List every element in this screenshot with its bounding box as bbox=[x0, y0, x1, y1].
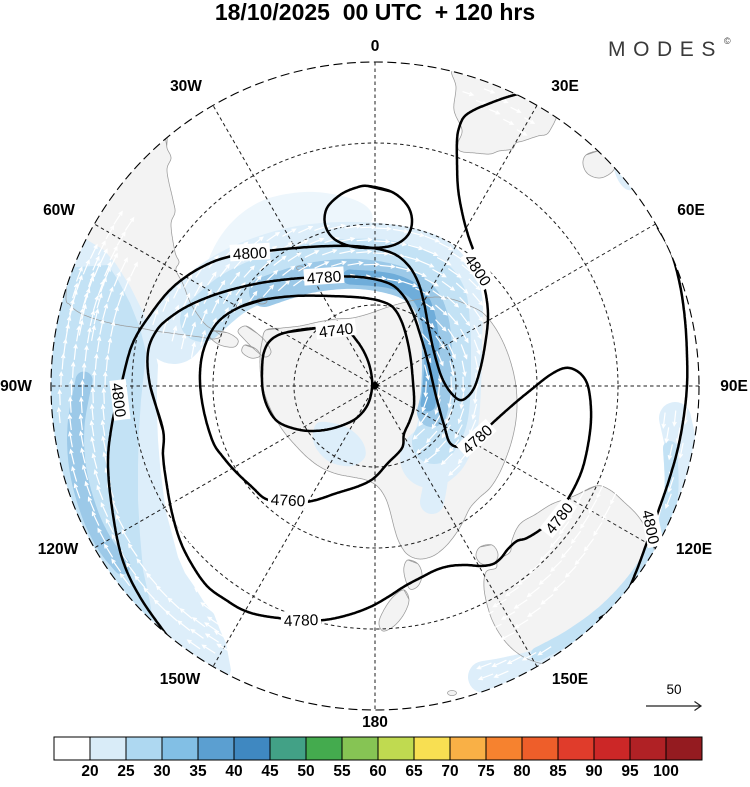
svg-text:60E: 60E bbox=[677, 202, 705, 219]
svg-text:75: 75 bbox=[477, 763, 495, 780]
svg-text:50: 50 bbox=[297, 763, 314, 780]
svg-text:4800: 4800 bbox=[107, 382, 128, 419]
svg-text:©: © bbox=[724, 36, 731, 46]
svg-text:90: 90 bbox=[585, 763, 602, 780]
svg-text:120E: 120E bbox=[676, 541, 712, 558]
svg-text:18/10/2025 00 UTC + 120 hrs: 18/10/2025 00 UTC + 120 hrs bbox=[215, 0, 535, 25]
svg-text:150E: 150E bbox=[552, 671, 588, 688]
svg-text:150W: 150W bbox=[160, 671, 201, 688]
svg-text:45: 45 bbox=[261, 763, 279, 780]
svg-text:4740: 4740 bbox=[318, 321, 355, 342]
svg-text:60W: 60W bbox=[43, 202, 75, 219]
svg-text:60: 60 bbox=[369, 763, 386, 780]
svg-text:35: 35 bbox=[189, 763, 207, 780]
svg-text:4760: 4760 bbox=[270, 492, 306, 511]
svg-text:50: 50 bbox=[666, 682, 681, 697]
svg-text:20: 20 bbox=[81, 763, 98, 780]
svg-text:0: 0 bbox=[371, 38, 380, 55]
svg-text:30E: 30E bbox=[551, 78, 579, 95]
svg-text:4780: 4780 bbox=[306, 268, 342, 287]
svg-text:100: 100 bbox=[653, 763, 679, 780]
svg-text:70: 70 bbox=[441, 763, 458, 780]
svg-text:90W: 90W bbox=[0, 378, 32, 395]
svg-text:4800: 4800 bbox=[232, 245, 268, 264]
svg-text:55: 55 bbox=[333, 763, 351, 780]
svg-text:40: 40 bbox=[225, 763, 242, 780]
svg-text:4800: 4800 bbox=[638, 509, 662, 547]
svg-text:85: 85 bbox=[549, 763, 567, 780]
svg-text:80: 80 bbox=[513, 763, 530, 780]
svg-text:120W: 120W bbox=[38, 541, 79, 558]
svg-text:30: 30 bbox=[153, 763, 170, 780]
svg-text:90E: 90E bbox=[720, 378, 748, 395]
svg-text:4780: 4780 bbox=[284, 612, 319, 630]
svg-text:180: 180 bbox=[362, 714, 388, 731]
svg-text:95: 95 bbox=[621, 763, 639, 780]
svg-text:30W: 30W bbox=[170, 78, 202, 95]
svg-text:MODES: MODES bbox=[608, 38, 723, 61]
svg-text:25: 25 bbox=[117, 763, 135, 780]
svg-text:65: 65 bbox=[405, 763, 423, 780]
